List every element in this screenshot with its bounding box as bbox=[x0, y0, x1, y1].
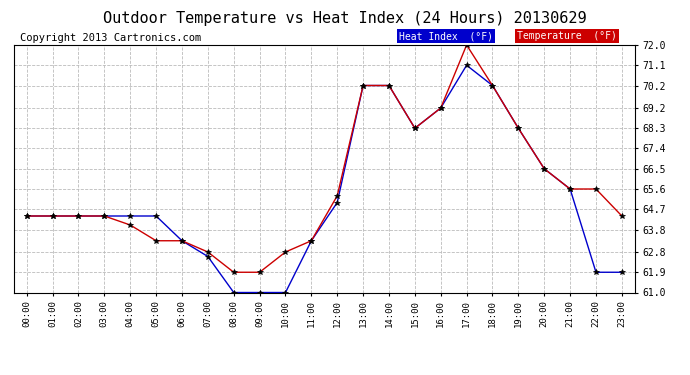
Text: Outdoor Temperature vs Heat Index (24 Hours) 20130629: Outdoor Temperature vs Heat Index (24 Ho… bbox=[104, 11, 586, 26]
Text: Temperature  (°F): Temperature (°F) bbox=[517, 31, 617, 41]
Text: Copyright 2013 Cartronics.com: Copyright 2013 Cartronics.com bbox=[20, 33, 201, 42]
Text: Heat Index  (°F): Heat Index (°F) bbox=[399, 31, 493, 41]
